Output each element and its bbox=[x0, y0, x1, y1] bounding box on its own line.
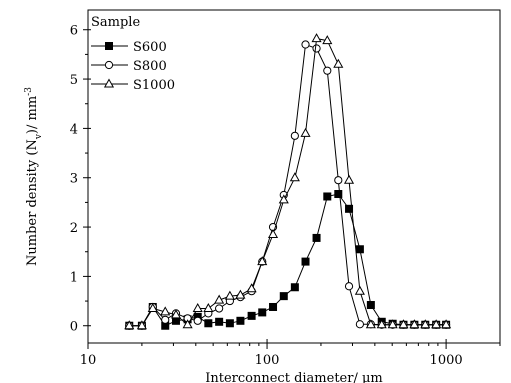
point-s1000 bbox=[214, 294, 225, 304]
point-s800 bbox=[312, 44, 321, 53]
point-s1000 bbox=[300, 127, 311, 137]
point-s800 bbox=[344, 282, 354, 291]
x-tick-label: 100 bbox=[255, 353, 280, 368]
point-s600 bbox=[258, 308, 267, 317]
legend-marker bbox=[104, 60, 114, 70]
point-s600 bbox=[279, 292, 288, 301]
point-s600 bbox=[269, 302, 278, 311]
point-s1000 bbox=[136, 320, 147, 330]
point-s1000 bbox=[365, 319, 376, 329]
y-tick-label: 4 bbox=[70, 122, 78, 137]
point-s600 bbox=[290, 283, 299, 292]
point-s600 bbox=[204, 319, 213, 328]
y-tick-label: 6 bbox=[70, 24, 78, 39]
series-layer bbox=[124, 33, 452, 330]
axes: 0 1 2 3 4 5 6 10 100 1000 bbox=[70, 9, 501, 368]
point-s800 bbox=[301, 40, 310, 49]
point-s600 bbox=[366, 301, 375, 310]
point-s1000 bbox=[192, 302, 203, 312]
point-s600 bbox=[355, 245, 364, 254]
y-axis-title-sup: -3 bbox=[24, 87, 34, 96]
legend-label: S1000 bbox=[133, 78, 175, 93]
point-s1000 bbox=[224, 290, 235, 300]
point-s1000 bbox=[170, 309, 182, 319]
point-s1000 bbox=[431, 319, 442, 329]
point-s1000 bbox=[160, 306, 171, 316]
point-s1000 bbox=[376, 319, 387, 329]
point-s1000 bbox=[124, 320, 135, 330]
point-s1000 bbox=[246, 283, 257, 293]
point-s800 bbox=[323, 66, 332, 75]
point-s600 bbox=[236, 316, 245, 325]
legend-item-s600: S600 bbox=[91, 40, 167, 55]
x-axis-title: Interconnect diameter/ μm bbox=[205, 371, 383, 383]
point-s600 bbox=[323, 192, 332, 201]
legend-title: Sample bbox=[91, 15, 140, 30]
legend-marker bbox=[105, 42, 113, 50]
y-axis-title-mid: )/ mm bbox=[25, 96, 40, 134]
legend-label: S600 bbox=[133, 40, 167, 55]
point-s1000 bbox=[289, 172, 300, 182]
point-s1000 bbox=[147, 302, 158, 312]
point-s800 bbox=[355, 320, 364, 329]
point-s800 bbox=[193, 316, 202, 325]
y-axis-title: Number density (Nv)/ mm-3 bbox=[24, 87, 44, 266]
point-s1000 bbox=[257, 256, 268, 266]
y-axis-title-sub: v bbox=[34, 133, 44, 140]
x-tick-label: 1000 bbox=[430, 353, 463, 368]
point-s1000 bbox=[343, 174, 355, 184]
point-s1000 bbox=[311, 33, 322, 43]
series-line-s800 bbox=[129, 43, 447, 327]
point-s1000 bbox=[322, 35, 333, 45]
plot-frame bbox=[87, 9, 501, 344]
series-s600 bbox=[125, 190, 451, 330]
y-tick-label: 2 bbox=[70, 221, 78, 236]
point-s1000 bbox=[420, 319, 431, 329]
point-s800 bbox=[161, 315, 170, 324]
y-tick-label: 5 bbox=[70, 73, 78, 88]
point-s1000 bbox=[235, 289, 246, 299]
x-tick-label: 10 bbox=[80, 353, 97, 368]
point-s1000 bbox=[441, 319, 452, 329]
point-s1000 bbox=[387, 319, 398, 329]
point-s1000 bbox=[333, 58, 344, 68]
legend-marker bbox=[103, 78, 115, 88]
y-tick-label: 1 bbox=[70, 270, 78, 285]
series-s1000 bbox=[124, 33, 452, 330]
legend-label: S800 bbox=[133, 59, 167, 74]
series-line-s600 bbox=[129, 193, 447, 327]
legend-item-s800: S800 bbox=[91, 59, 167, 74]
point-s1000 bbox=[354, 285, 365, 295]
y-tick-label: 3 bbox=[70, 172, 78, 187]
point-s600 bbox=[312, 233, 321, 242]
point-s600 bbox=[247, 311, 256, 320]
point-s600 bbox=[345, 204, 354, 213]
point-s1000 bbox=[267, 228, 279, 238]
point-s1000 bbox=[409, 319, 420, 329]
y-tick-label: 0 bbox=[70, 320, 78, 335]
point-s800 bbox=[290, 131, 299, 140]
legend: Sample S600 S800 S1000 bbox=[91, 15, 175, 93]
point-s600 bbox=[215, 317, 224, 326]
point-s1000 bbox=[203, 302, 214, 312]
point-s600 bbox=[334, 190, 343, 199]
point-s800 bbox=[215, 304, 224, 313]
legend-item-s1000: S1000 bbox=[91, 78, 175, 93]
point-s600 bbox=[301, 257, 310, 266]
point-s1000 bbox=[398, 319, 409, 329]
series-line-s1000 bbox=[129, 38, 447, 327]
point-s1000 bbox=[278, 194, 289, 204]
point-s1000 bbox=[182, 319, 193, 329]
point-s600 bbox=[225, 319, 234, 328]
point-s800 bbox=[334, 176, 343, 185]
y-axis-title-main: Number density (N bbox=[25, 139, 40, 266]
